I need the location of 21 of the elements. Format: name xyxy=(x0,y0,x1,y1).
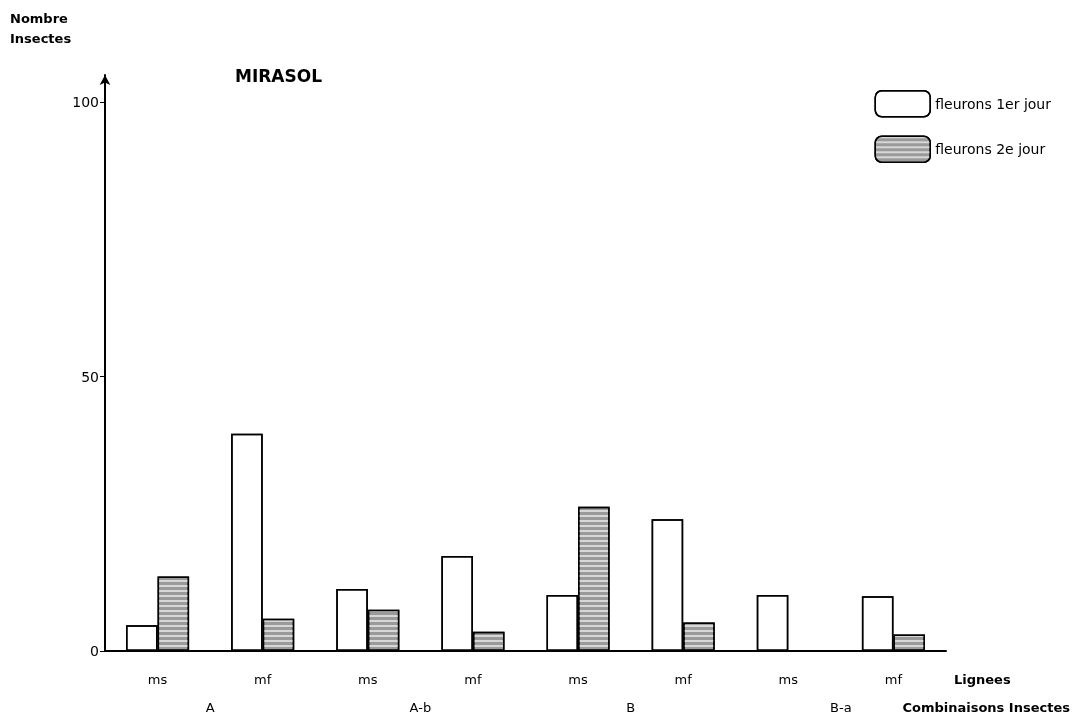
text: B xyxy=(626,700,636,715)
x-tick-label: ms xyxy=(778,672,799,687)
x-tick-label: mf xyxy=(464,672,482,687)
x-tick-label: mf xyxy=(884,672,903,687)
y-tick-label: 0 xyxy=(90,643,99,659)
x-tick-label: ms xyxy=(568,672,589,687)
x-tick-label: ms xyxy=(358,672,378,687)
text: A-b xyxy=(409,700,432,715)
legend-label: fleurons 1er jour xyxy=(935,95,1052,112)
text: A xyxy=(205,700,215,715)
y-tick-label: 100 xyxy=(72,94,99,111)
x-tick-label: mf xyxy=(674,672,693,687)
y-axis-title: Nombre Insectes xyxy=(10,10,72,46)
legend-label: fleurons 2e jour xyxy=(935,141,1046,158)
x-tick-label: mf xyxy=(254,672,272,687)
text: Combinaisons Insectes xyxy=(902,700,1071,715)
x-axis-title: Lignees xyxy=(954,672,1011,687)
chart-title: MIRASOL xyxy=(235,65,323,86)
y-tick-label: 50 xyxy=(81,368,99,385)
text: B-a xyxy=(830,700,852,715)
x-tick-label: ms xyxy=(147,672,168,687)
